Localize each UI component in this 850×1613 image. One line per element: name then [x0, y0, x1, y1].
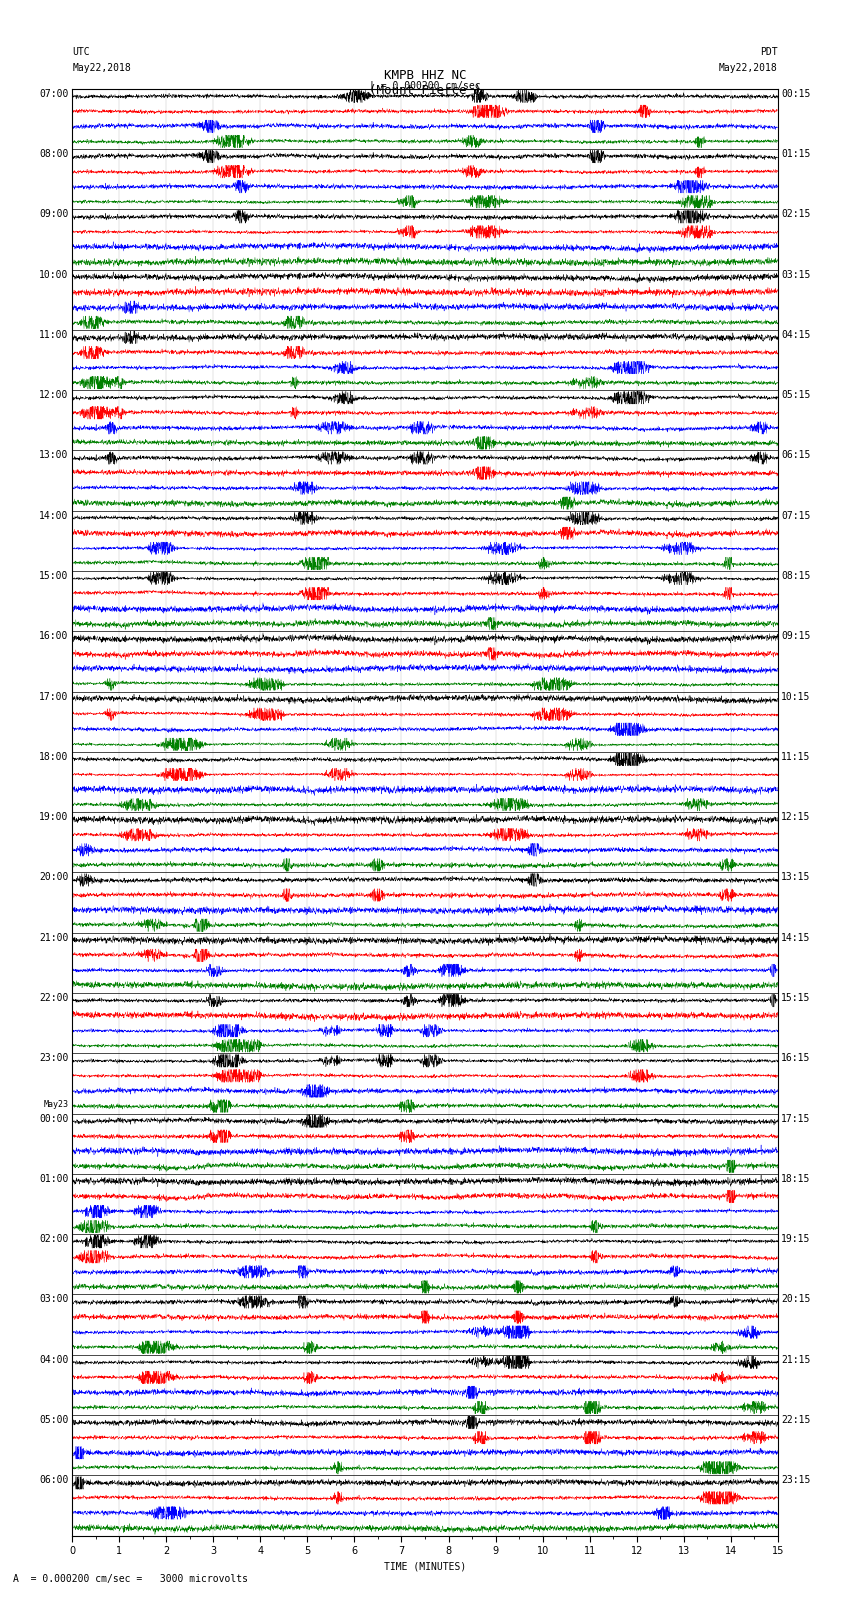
Text: 05:00: 05:00 [39, 1415, 69, 1424]
Text: 18:15: 18:15 [781, 1174, 811, 1184]
Text: 01:15: 01:15 [781, 148, 811, 160]
Text: 21:15: 21:15 [781, 1355, 811, 1365]
Text: 20:15: 20:15 [781, 1294, 811, 1305]
Text: 09:15: 09:15 [781, 631, 811, 642]
Text: 05:15: 05:15 [781, 390, 811, 400]
Text: May22,2018: May22,2018 [72, 63, 131, 73]
Text: 13:00: 13:00 [39, 450, 69, 460]
Text: 22:00: 22:00 [39, 994, 69, 1003]
Text: 09:00: 09:00 [39, 210, 69, 219]
Text: 19:15: 19:15 [781, 1234, 811, 1244]
Text: 15:00: 15:00 [39, 571, 69, 581]
Text: 02:15: 02:15 [781, 210, 811, 219]
Text: 03:00: 03:00 [39, 1294, 69, 1305]
Text: 08:15: 08:15 [781, 571, 811, 581]
Text: UTC: UTC [72, 47, 90, 56]
Text: KMPB HHZ NC
(Mount Pierce ): KMPB HHZ NC (Mount Pierce ) [369, 69, 481, 97]
Text: 12:15: 12:15 [781, 813, 811, 823]
Text: 14:15: 14:15 [781, 932, 811, 942]
Text: May22,2018: May22,2018 [719, 63, 778, 73]
Text: May23: May23 [43, 1100, 69, 1110]
Text: 06:15: 06:15 [781, 450, 811, 460]
Text: 16:00: 16:00 [39, 631, 69, 642]
Text: 17:00: 17:00 [39, 692, 69, 702]
Text: 06:00: 06:00 [39, 1476, 69, 1486]
Text: 15:15: 15:15 [781, 994, 811, 1003]
Text: 23:15: 23:15 [781, 1476, 811, 1486]
Text: 23:00: 23:00 [39, 1053, 69, 1063]
Text: 04:15: 04:15 [781, 331, 811, 340]
Text: 00:00: 00:00 [39, 1113, 69, 1124]
Text: 16:15: 16:15 [781, 1053, 811, 1063]
Text: 21:00: 21:00 [39, 932, 69, 942]
Text: 01:00: 01:00 [39, 1174, 69, 1184]
X-axis label: TIME (MINUTES): TIME (MINUTES) [384, 1561, 466, 1571]
Text: 07:00: 07:00 [39, 89, 69, 98]
Text: 11:00: 11:00 [39, 331, 69, 340]
Text: 22:15: 22:15 [781, 1415, 811, 1424]
Text: 10:00: 10:00 [39, 269, 69, 279]
Text: 17:15: 17:15 [781, 1113, 811, 1124]
Text: 12:00: 12:00 [39, 390, 69, 400]
Text: 11:15: 11:15 [781, 752, 811, 761]
Text: 18:00: 18:00 [39, 752, 69, 761]
Text: 08:00: 08:00 [39, 148, 69, 160]
Text: 00:15: 00:15 [781, 89, 811, 98]
Text: 14:00: 14:00 [39, 511, 69, 521]
Text: 07:15: 07:15 [781, 511, 811, 521]
Text: 03:15: 03:15 [781, 269, 811, 279]
Text: 02:00: 02:00 [39, 1234, 69, 1244]
Text: A  = 0.000200 cm/sec =   3000 microvolts: A = 0.000200 cm/sec = 3000 microvolts [13, 1574, 247, 1584]
Text: 04:00: 04:00 [39, 1355, 69, 1365]
Text: | = 0.000200 cm/sec: | = 0.000200 cm/sec [369, 81, 481, 92]
Text: PDT: PDT [760, 47, 778, 56]
Text: 13:15: 13:15 [781, 873, 811, 882]
Text: 10:15: 10:15 [781, 692, 811, 702]
Text: 19:00: 19:00 [39, 813, 69, 823]
Text: 20:00: 20:00 [39, 873, 69, 882]
